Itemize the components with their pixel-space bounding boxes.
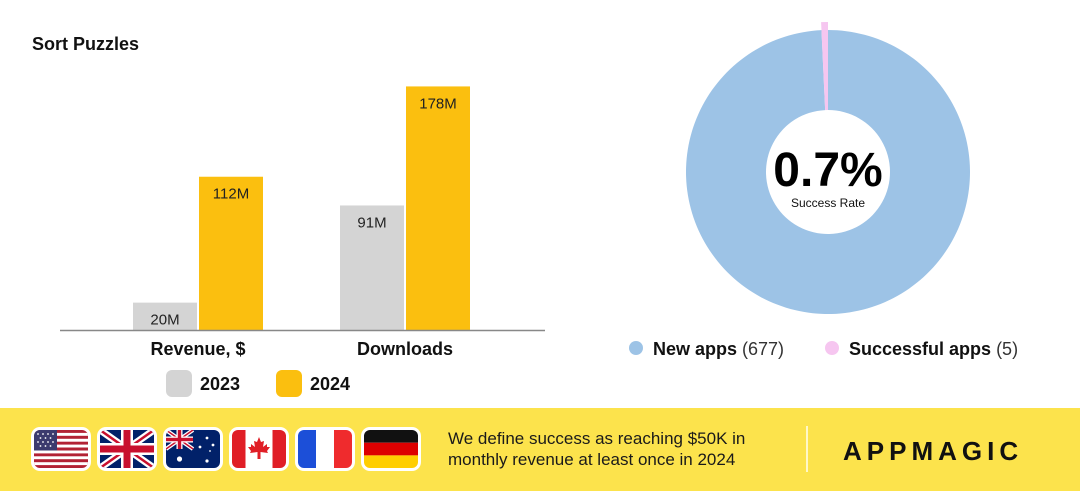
success-rate-value: 0.7% [773,144,882,197]
donut-chart: 0.7%Success Rate New apps (677) Successful… [629,22,1018,359]
legend-dot-0 [629,341,643,355]
chart-title: Sort Puzzles [32,34,140,54]
bar-value-label: 112M [213,186,249,203]
bar-2023-1 [340,205,404,330]
success-definition-line2: monthly revenue at least once in 2024 [448,450,736,469]
canada-flag [232,430,286,468]
legend-swatch-2024 [276,370,302,397]
appmagic-logo: APPMAGIC [843,436,1024,466]
footer-divider [806,426,808,472]
success-rate-label: Success Rate [791,196,865,210]
flag-row [34,430,418,468]
germany-flag [364,430,418,468]
bar-2024-1 [406,86,470,330]
bar-value-label: 20M [150,312,179,329]
france-flag [298,430,352,468]
footer-banner: We define success as reaching $50K in mo… [0,408,1080,491]
category-label: Downloads [357,339,453,359]
donut-hole [767,111,889,233]
bar-2023-0 [133,302,197,330]
donut-legend-label: Successful apps (5) [849,339,1018,359]
legend-label-2023: 2023 [200,374,240,394]
donut-slice-successful-apps [821,22,828,111]
donut-legend-label: New apps (677) [653,339,784,359]
legend-label-2024: 2024 [310,374,350,394]
legend-dot-1 [825,341,839,355]
donut-slice-new-apps [686,30,970,314]
success-definition-line1: We define success as reaching $50K in [448,429,746,448]
australia-flag [166,430,220,468]
category-label: Revenue, $ [150,339,245,359]
bar-value-label: 178M [419,95,457,112]
bar-2024-0 [199,176,263,330]
legend-swatch-2023 [166,370,192,397]
bar-chart: 20M 112M Revenue, $ 91M 178M Downloads 2023 202… [60,86,545,397]
us-flag [34,430,88,468]
uk-flag [100,430,154,468]
bar-value-label: 91M [357,214,386,231]
success-definition: We define success as reaching $50K in mo… [448,428,788,470]
